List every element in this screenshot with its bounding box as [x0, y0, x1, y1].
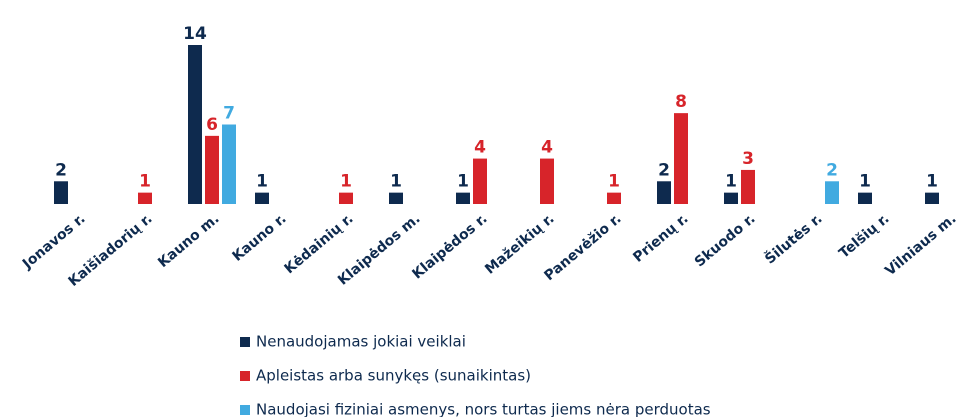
- bar: [205, 135, 219, 204]
- data-label: 1: [725, 172, 737, 192]
- data-label: 4: [541, 138, 553, 158]
- bar: [255, 192, 269, 204]
- data-label: 7: [223, 104, 235, 124]
- legend-swatch: [240, 405, 250, 415]
- data-label: 1: [340, 172, 352, 192]
- data-label: 1: [390, 172, 402, 192]
- data-label: 1: [859, 172, 871, 192]
- data-label: 2: [55, 160, 67, 180]
- bar: [389, 192, 403, 204]
- bar: [456, 192, 470, 204]
- bar: [540, 158, 554, 204]
- bar: [188, 45, 202, 204]
- x-tick-label: Telšių r.: [836, 211, 892, 262]
- data-label: 1: [926, 172, 938, 192]
- data-label: 1: [139, 172, 151, 192]
- legend-swatch: [240, 337, 250, 347]
- bar: [674, 113, 688, 204]
- x-tick-label: Jonavos r.: [19, 211, 89, 273]
- legend-swatch: [240, 371, 250, 381]
- legend-label: Nenaudojamas jokiai veiklai: [256, 333, 466, 351]
- bar: [657, 181, 671, 204]
- data-label: 6: [206, 115, 218, 135]
- bar: [741, 169, 755, 204]
- data-label: 2: [826, 160, 838, 180]
- data-label: 2: [658, 160, 670, 180]
- bar: [858, 192, 872, 204]
- bar: [138, 192, 152, 204]
- x-tick-label: Skuodo r.: [692, 211, 759, 271]
- data-label: 1: [457, 172, 469, 192]
- x-tick-label: Kauno r.: [230, 211, 290, 265]
- data-label: 3: [742, 149, 754, 169]
- bar: [54, 181, 68, 204]
- legend-label: Naudojasi fiziniai asmenys, nors turtas …: [256, 401, 711, 417]
- bar: [607, 192, 621, 204]
- bar: [222, 124, 236, 204]
- data-label: 1: [256, 172, 268, 192]
- x-tick-label: Prienų r.: [630, 211, 691, 266]
- bar: [724, 192, 738, 204]
- data-label: 1: [608, 172, 620, 192]
- data-label: 8: [675, 92, 687, 112]
- data-label: 14: [183, 24, 207, 44]
- bar: [473, 158, 487, 204]
- x-tick-label: Šilutės r.: [761, 209, 826, 267]
- bar: [339, 192, 353, 204]
- data-label: 4: [474, 138, 486, 158]
- legend-label: Apleistas arba sunykęs (sunaikintas): [256, 367, 531, 385]
- bar: [925, 192, 939, 204]
- bar: [825, 181, 839, 204]
- x-tick-label: Kauno m.: [155, 211, 222, 271]
- x-tick-label: Vilniaus m.: [882, 211, 959, 279]
